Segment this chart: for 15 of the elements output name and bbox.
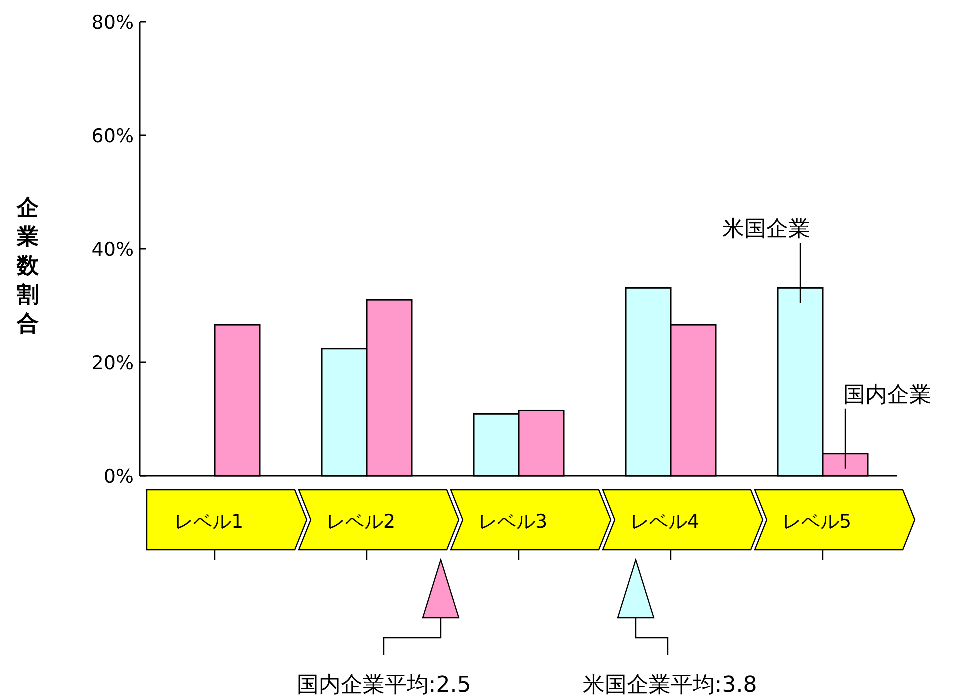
text: 米国企業平均:3.8 [582, 673, 758, 698]
y-tick-label: 0% [104, 466, 134, 488]
x-tick-label: レベル2 [326, 511, 396, 533]
y-tick-label: 80% [92, 12, 134, 34]
x-tick-label: レベル3 [478, 511, 548, 533]
y-tick-label: 60% [92, 126, 134, 148]
x-tick-label: レベル1 [174, 511, 244, 533]
text: 国内企業 [844, 382, 932, 408]
text: 米国企業 [722, 217, 810, 242]
y-tick-label: 40% [92, 239, 134, 261]
text: 国内企業平均:2.5 [296, 673, 472, 698]
x-tick-label: レベル5 [782, 511, 852, 533]
y-axis-title: 企業数割合 [16, 196, 40, 337]
y-tick-label: 20% [92, 352, 134, 374]
x-tick-label: レベル4 [630, 511, 700, 533]
